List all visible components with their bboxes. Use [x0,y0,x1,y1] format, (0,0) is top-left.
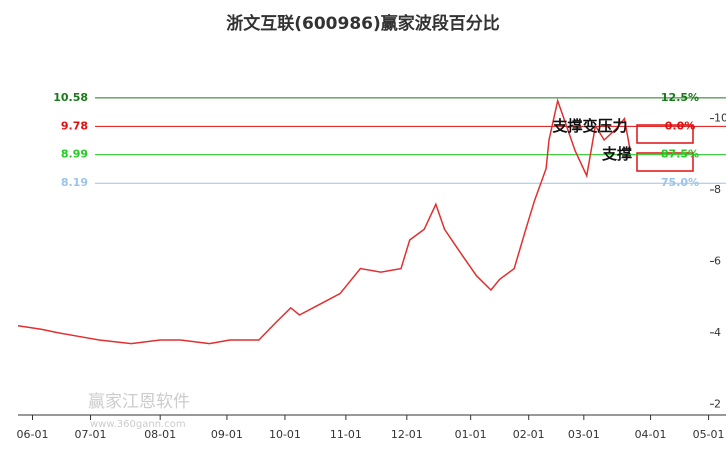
level-percent: 75.0% [661,176,699,189]
level-percent: 0.0% [665,119,696,132]
y-tick-label: 10 [714,112,726,125]
annotation: 支撑变压力 [551,117,627,135]
x-tick-label: 02-01 [513,428,545,441]
highlight-box [636,124,694,144]
x-tick-label: 11-01 [330,428,362,441]
x-tick-label: 01-01 [455,428,487,441]
level-percent: 87.5% [661,148,699,161]
y-tick-label: 2 [714,397,721,410]
y-tick-label: 8 [714,183,721,196]
x-tick-label: 12-01 [391,428,423,441]
level-label: 10.58 [53,91,88,104]
level-label: 8.99 [61,148,88,161]
chart-title: 浙文互联(600986)赢家波段百分比 [226,13,500,34]
x-tick-label: 07-01 [75,428,107,441]
x-tick-label: 03-01 [568,428,600,441]
x-tick-label: 08-01 [144,428,176,441]
level-label: 8.19 [61,176,88,189]
highlight-box [636,152,694,172]
y-tick-label: 4 [714,326,721,339]
annotation: 支撑 [601,145,632,163]
x-tick-label: 09-01 [211,428,243,441]
level-percent: 12.5% [661,91,699,104]
price-line [17,97,631,345]
watermark: www.360gann.com [90,419,186,430]
x-tick-label: 10-01 [269,428,301,441]
y-tick-label: 6 [714,254,721,267]
x-tick-label: 04-01 [635,428,667,441]
watermark: 赢家江恩软件 [88,392,190,412]
x-tick-label: 05-01 [693,428,725,441]
level-label: 9.78 [61,119,88,132]
x-tick-label: 06-01 [17,428,49,441]
